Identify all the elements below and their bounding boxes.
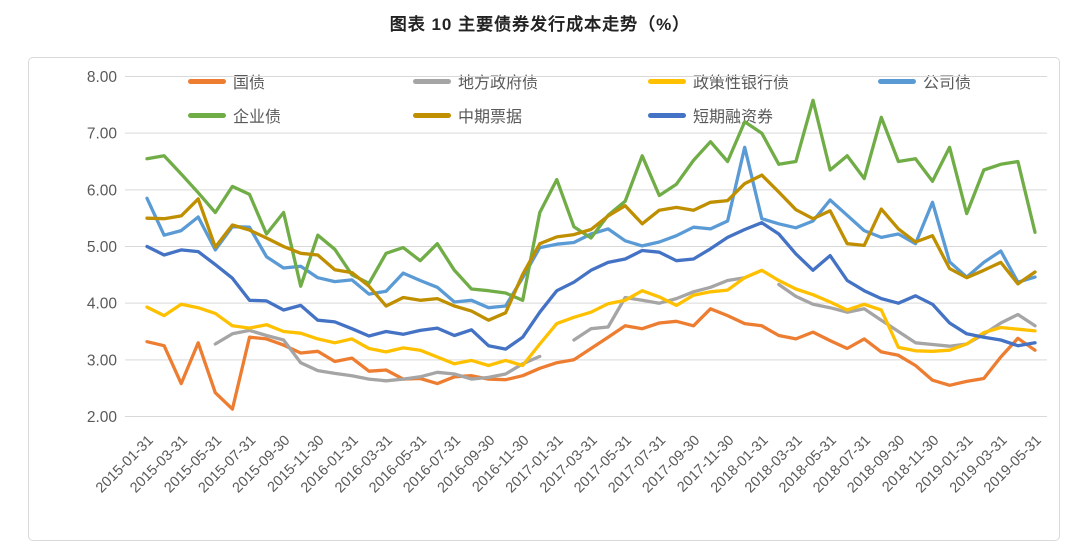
legend-label-enterprise-bonds: 企业债 — [233, 109, 282, 126]
y-tick-label-7.00: 7.00 — [87, 126, 118, 143]
y-tick-label-8.00: 8.00 — [87, 69, 118, 86]
gridlines — [125, 76, 1047, 417]
y-tick-label-3.00: 3.00 — [87, 352, 118, 369]
legend-label-local-govt-bonds: 地方政府债 — [458, 75, 539, 92]
legend-swatch-local-govt-bonds — [413, 78, 451, 84]
legend-swatch-treasury-bonds — [188, 78, 226, 84]
legend-swatch-enterprise-bonds — [188, 112, 226, 118]
series-line-short-term-bills — [145, 221, 1037, 351]
y-axis-tick-labels: 8.00 7.00 6.00 5.00 4.00 3.00 2.00 — [87, 69, 118, 426]
series-line-policy-bank-bonds — [145, 268, 1037, 368]
series-segment-short-term-bills — [145, 221, 1037, 351]
legend-swatch-short-term-bills — [648, 112, 686, 118]
legend-swatch-corporate-bonds — [878, 78, 916, 84]
legend-label-short-term-bills: 短期融资券 — [693, 109, 774, 126]
legend-label-treasury-bonds: 国债 — [233, 75, 266, 92]
series-segment-medium-term-notes — [145, 173, 1037, 322]
series-segment-treasury-bonds — [145, 307, 1037, 411]
series-segment-local-govt-bonds — [777, 282, 1037, 348]
y-tick-label-6.00: 6.00 — [87, 182, 118, 199]
legend-item-corporate-bonds: 公司债 — [878, 70, 971, 92]
series-line-medium-term-notes — [145, 173, 1037, 322]
series-segment-local-govt-bonds — [213, 328, 542, 383]
y-tick-label-5.00: 5.00 — [87, 239, 118, 256]
series-segment-policy-bank-bonds — [145, 268, 1037, 368]
legend-item-short-term-bills: 短期融资券 — [648, 104, 773, 126]
series-line-enterprise-bonds — [145, 98, 1037, 302]
legend-swatch-policy-bank-bonds — [648, 78, 686, 84]
legend-swatch-medium-term-notes — [413, 112, 451, 118]
legend-item-enterprise-bonds: 企业债 — [188, 104, 281, 126]
series-segment-local-govt-bonds — [572, 276, 747, 342]
legend-item-local-govt-bonds: 地方政府债 — [413, 70, 538, 92]
page-title: 图表 10 主要债券发行成本走势（%） — [389, 15, 691, 34]
series-line-treasury-bonds — [145, 307, 1037, 411]
legend-item-medium-term-notes: 中期票据 — [413, 104, 522, 126]
legend-item-policy-bank-bonds: 政策性银行债 — [648, 70, 789, 92]
legend-item-treasury-bonds: 国债 — [188, 70, 265, 92]
y-tick-label-2.00: 2.00 — [87, 409, 118, 426]
legend-label-medium-term-notes: 中期票据 — [458, 109, 523, 126]
legend-row-2: 企业债 中期票据 短期融资券 — [0, 104, 1080, 126]
y-tick-label-4.00: 4.00 — [87, 296, 118, 313]
legend-row-1: 国债 地方政府债 政策性银行债 公司债 — [0, 70, 1080, 92]
legend-label-corporate-bonds: 公司债 — [923, 75, 972, 92]
x-axis-tick-labels: 2015-01-312015-03-312015-05-312015-07-31… — [93, 433, 1045, 497]
series-segment-enterprise-bonds — [145, 98, 1037, 302]
legend-label-policy-bank-bonds: 政策性银行债 — [693, 75, 790, 92]
